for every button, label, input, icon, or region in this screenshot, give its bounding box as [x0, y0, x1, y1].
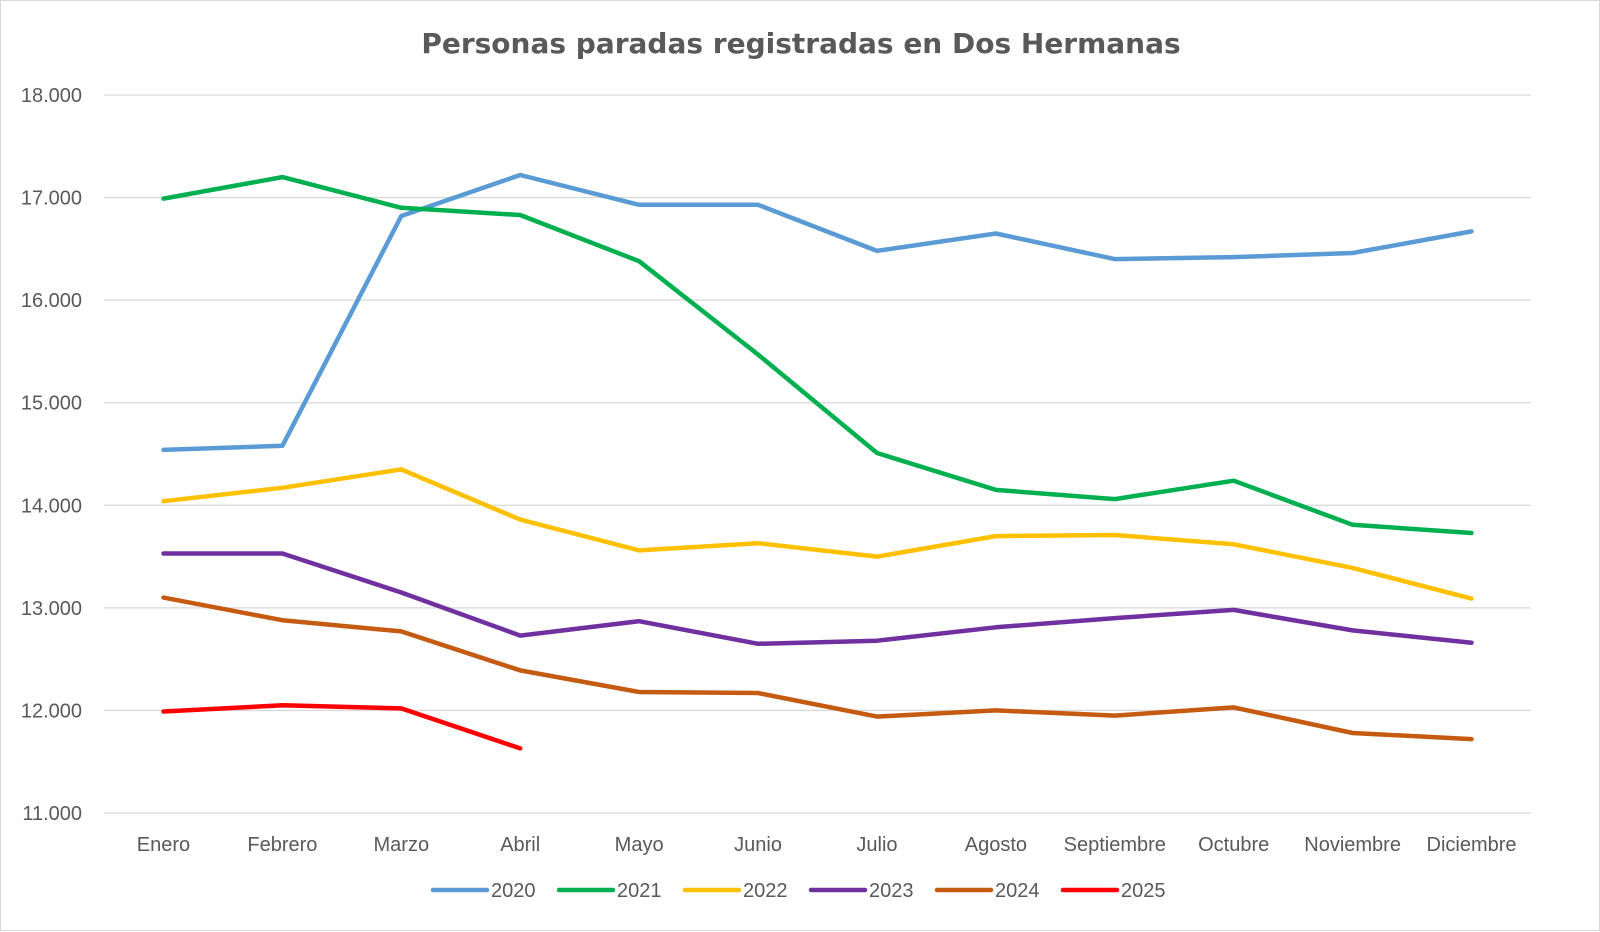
- legend-label-2024: 2024: [995, 880, 1040, 902]
- x-tick-label: Abril: [500, 834, 540, 856]
- legend-label-2020: 2020: [491, 880, 536, 902]
- x-tick-label: Julio: [856, 834, 897, 856]
- x-tick-label: Diciembre: [1427, 834, 1517, 856]
- x-tick-label: Octubre: [1198, 834, 1269, 856]
- x-axis-tick-labels: Enero Febrero Marzo Abril Mayo Junio Julio Agos…: [137, 834, 1517, 856]
- x-tick-label: Junio: [734, 834, 782, 856]
- x-tick-label: Agosto: [965, 834, 1027, 856]
- series-line-2021: [161, 174, 1474, 536]
- y-tick-label: 11.000: [22, 803, 82, 825]
- y-tick-label: 16.000: [21, 290, 82, 312]
- chart-title: Personas paradas registradas en Dos Herm…: [421, 27, 1180, 60]
- legend-label-2022: 2022: [743, 880, 788, 902]
- y-tick-label: 14.000: [21, 495, 82, 517]
- series-line-2024: [161, 595, 1474, 742]
- x-tick-label: Septiembre: [1064, 834, 1166, 856]
- series-line-2022: [161, 467, 1474, 601]
- legend-label-2023: 2023: [869, 880, 914, 902]
- y-tick-label: 18.000: [21, 85, 82, 107]
- y-tick-label: 12.000: [21, 700, 82, 722]
- legend: 2020 2021 2022 2023 2024 2025: [430, 880, 1166, 902]
- legend-label-2021: 2021: [617, 880, 662, 902]
- x-tick-label: Febrero: [247, 834, 317, 856]
- y-axis-tick-labels: 11.000 12.000 13.000 14.000 15.000 16.000 17.0…: [21, 85, 82, 825]
- x-tick-label: Marzo: [374, 834, 430, 856]
- x-tick-label: Noviembre: [1304, 834, 1401, 856]
- series-line-2025: [161, 703, 523, 751]
- legend-label-2025: 2025: [1121, 880, 1166, 902]
- y-tick-label: 15.000: [21, 393, 82, 415]
- x-tick-label: Mayo: [615, 834, 664, 856]
- series-lines: [161, 172, 1474, 751]
- series-line-2023: [161, 551, 1474, 647]
- y-tick-label: 17.000: [21, 188, 82, 210]
- x-tick-label: Enero: [137, 834, 190, 856]
- y-tick-label: 13.000: [21, 598, 82, 620]
- series-line-2020: [161, 172, 1474, 453]
